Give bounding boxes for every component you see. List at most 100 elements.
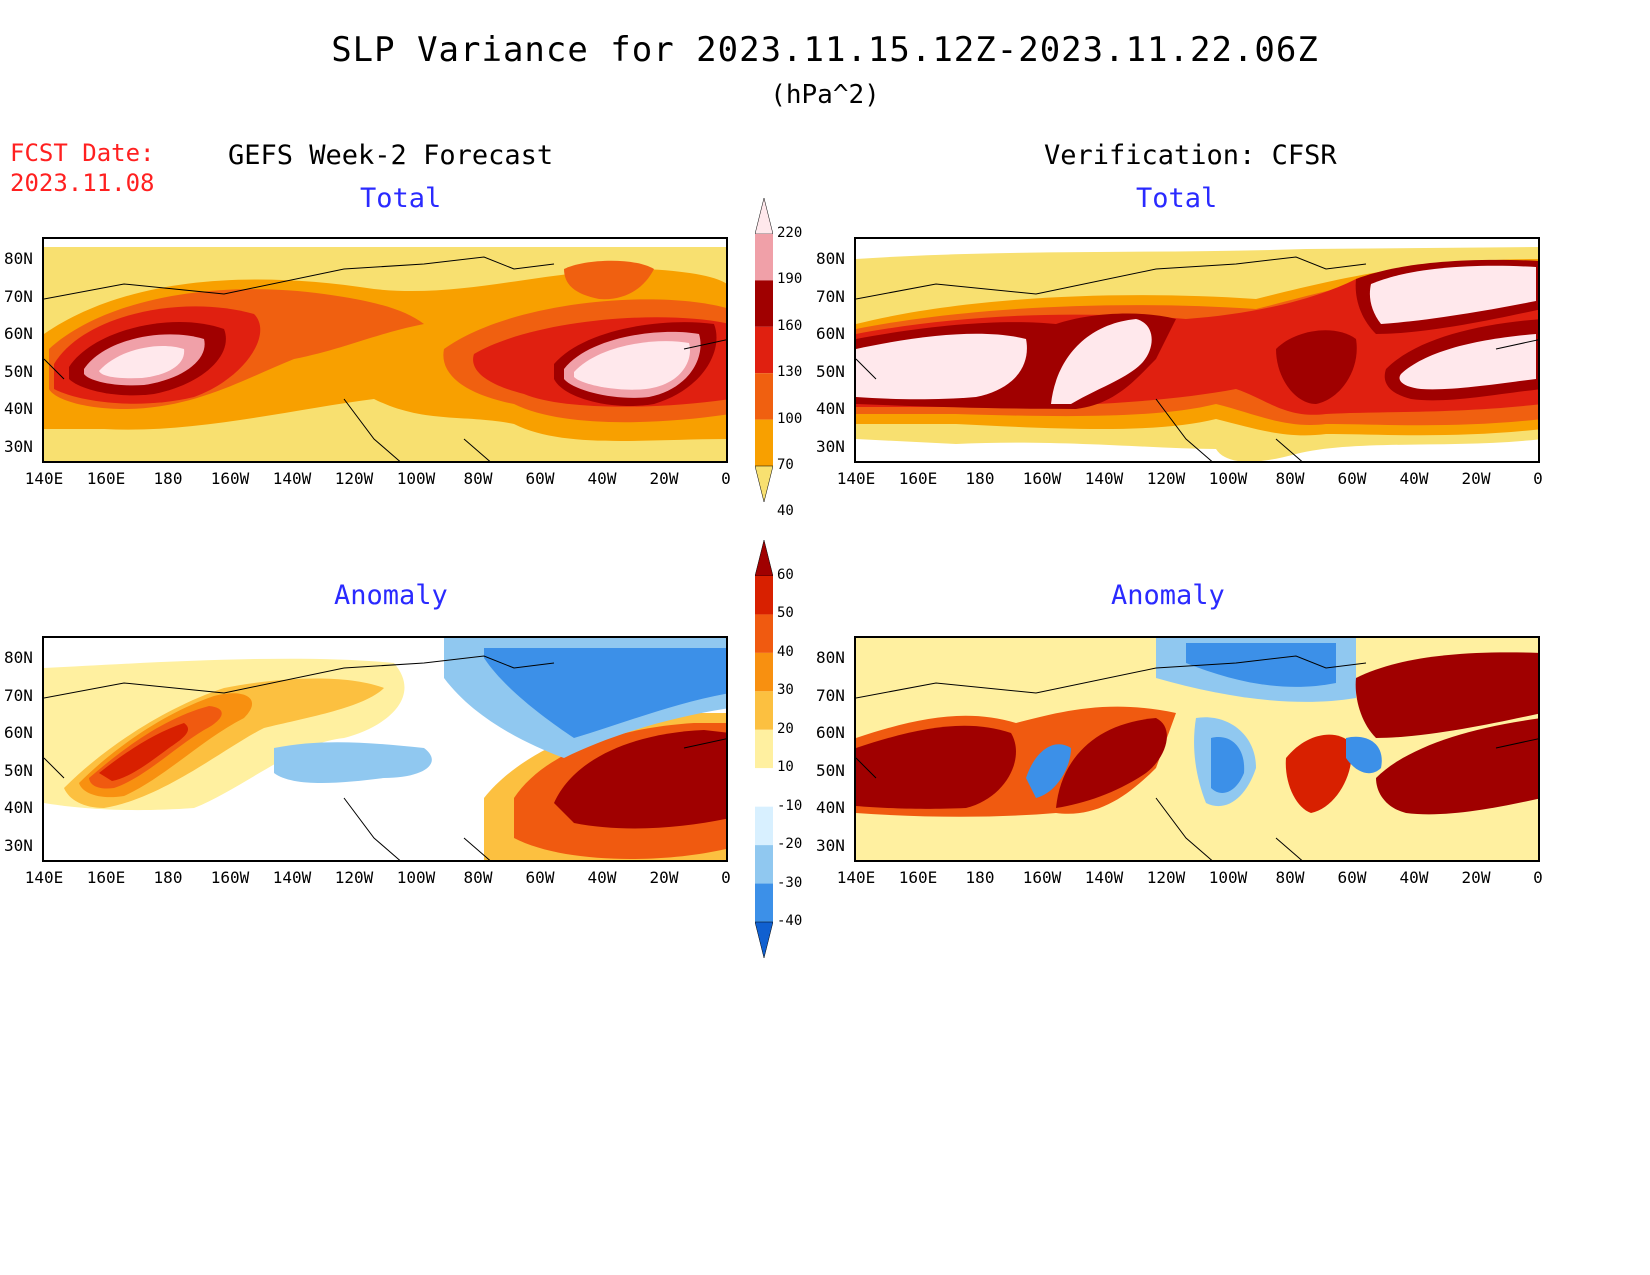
lon-label: 100W [396, 868, 436, 887]
lon-label: 140E [836, 469, 876, 488]
lon-label: 20W [1461, 868, 1491, 887]
lat-label: 30N [4, 835, 33, 855]
lon-label: 80W [463, 469, 493, 488]
lat-label: 80N [816, 249, 845, 268]
lon-label: 160W [1022, 868, 1062, 887]
lon-label: 140W [1084, 868, 1124, 887]
lon-label: 120W [1146, 469, 1186, 488]
total-colorbar-top-arrow [755, 198, 773, 235]
lat-label: 80N [816, 648, 845, 667]
total-colorbar-level-label: 100 [777, 410, 803, 427]
lon-label: 160W [210, 469, 250, 488]
anomaly-colorbar-level-label: 10 [777, 759, 794, 776]
lon-label: 100W [1208, 469, 1248, 488]
lon-label: 0 [721, 469, 731, 488]
lat-label: 70N [816, 685, 845, 705]
total-colorbar: 220 190 160 130 100 70 40 [755, 198, 802, 519]
lon-label: 180 [153, 469, 183, 488]
lon-label: 180 [153, 868, 183, 887]
anomaly-colorbar-box [755, 614, 773, 653]
anomaly-colorbar-level-label: 20 [777, 720, 794, 737]
lon-label: 60W [525, 868, 555, 887]
lon-label: 140E [836, 868, 876, 887]
total-colorbar-level-label: 130 [777, 364, 803, 381]
lat-label: 50N [816, 361, 845, 381]
total-colorbar-bottom-arrow [755, 465, 773, 502]
anomaly-colorbar-level-label: 30 [777, 682, 794, 699]
anomaly-colorbar-box [755, 768, 773, 807]
anomaly-colorbar-level-label: -20 [777, 836, 803, 853]
total-colorbar-box [755, 280, 773, 327]
lon-label: 40W [587, 469, 617, 488]
anomaly-colorbar-level-label: 50 [777, 605, 794, 622]
lat-label: 70N [816, 286, 845, 306]
lon-label: 160E [898, 868, 938, 887]
total-colorbar-level-label: 70 [777, 457, 794, 473]
anomaly-colorbar-box [755, 806, 773, 846]
anomaly-colorbar-level-label: -30 [777, 874, 803, 891]
anomaly-colorbar-box [755, 729, 773, 769]
lon-label: 40W [1399, 469, 1429, 488]
lat-label: 80N [4, 648, 33, 667]
anomaly-colorbar-boxes [755, 540, 773, 958]
lon-label: 160E [86, 868, 126, 887]
lon-label: 160E [86, 469, 126, 488]
anomaly-colorbar-level-label: -10 [777, 797, 803, 814]
lon-label: 140W [272, 868, 312, 887]
lon-label: 180 [965, 469, 995, 488]
fcst-date-label: FCST Date: [10, 139, 155, 167]
lat-label: 50N [4, 361, 33, 381]
anomaly-colorbar-level-label: 40 [777, 643, 794, 660]
lon-label: 40W [1399, 868, 1429, 887]
cfsr-anomaly-field [856, 638, 1538, 860]
lon-label: 20W [649, 469, 679, 488]
anomaly-colorbar-box [755, 652, 773, 692]
lon-label: 60W [1337, 868, 1367, 887]
lon-label: 140W [1084, 469, 1124, 488]
lon-label: 160W [210, 868, 250, 887]
lat-label: 30N [816, 436, 845, 456]
lat-label: 40N [4, 798, 33, 817]
total-colorbar-box [755, 326, 773, 374]
total-colorbar-level-label: 160 [777, 317, 803, 334]
lat-label: 40N [816, 798, 845, 817]
cfsr-total-subtitle: Total [1136, 183, 1218, 214]
gefs-anomaly-subtitle: Anomaly [334, 580, 448, 611]
gefs-total-field [44, 239, 726, 461]
lon-label: 120W [1146, 868, 1186, 887]
lon-label: 80W [463, 868, 493, 887]
lon-label: 120W [334, 868, 374, 887]
fcst-date-value: 2023.11.08 [10, 169, 155, 197]
gefs-total-subtitle: Total [360, 183, 442, 214]
anomaly-colorbar: 60 50 40 30 20 10 -10 -20 -30 -40 [755, 540, 802, 958]
left-column-title: GEFS Week-2 Forecast [228, 140, 554, 171]
anomaly-colorbar-bottom-arrow [755, 921, 773, 958]
gefs-anomaly-map [42, 636, 728, 862]
lon-label: 100W [396, 469, 436, 488]
lon-label: 120W [334, 469, 374, 488]
anomaly-colorbar-box [755, 691, 773, 730]
lat-label: 50N [4, 760, 33, 780]
lat-label: 80N [4, 249, 33, 268]
anomaly-colorbar-box [755, 576, 773, 615]
lat-label: 40N [816, 399, 845, 418]
lon-label: 0 [1533, 868, 1543, 887]
lon-label: 160W [1022, 469, 1062, 488]
lat-label: 60N [816, 324, 845, 343]
lat-label: 60N [4, 324, 33, 343]
lat-label: 30N [4, 436, 33, 456]
lat-label: 40N [4, 399, 33, 418]
fcst-date: FCST Date: 2023.11.08 [10, 138, 155, 198]
lon-label: 100W [1208, 868, 1248, 887]
units-label: (hPa^2) [770, 80, 880, 110]
total-colorbar-level-label: 220 [777, 225, 803, 241]
lon-label: 20W [649, 868, 679, 887]
lon-label: 80W [1275, 868, 1305, 887]
total-colorbar-box [755, 373, 773, 420]
gefs-anomaly-field [44, 638, 726, 860]
cfsr-anomaly-map [854, 636, 1540, 862]
lat-label: 70N [4, 286, 33, 306]
lat-label: 50N [816, 760, 845, 780]
total-colorbar-boxes [755, 198, 773, 502]
total-colorbar-box [755, 234, 773, 281]
